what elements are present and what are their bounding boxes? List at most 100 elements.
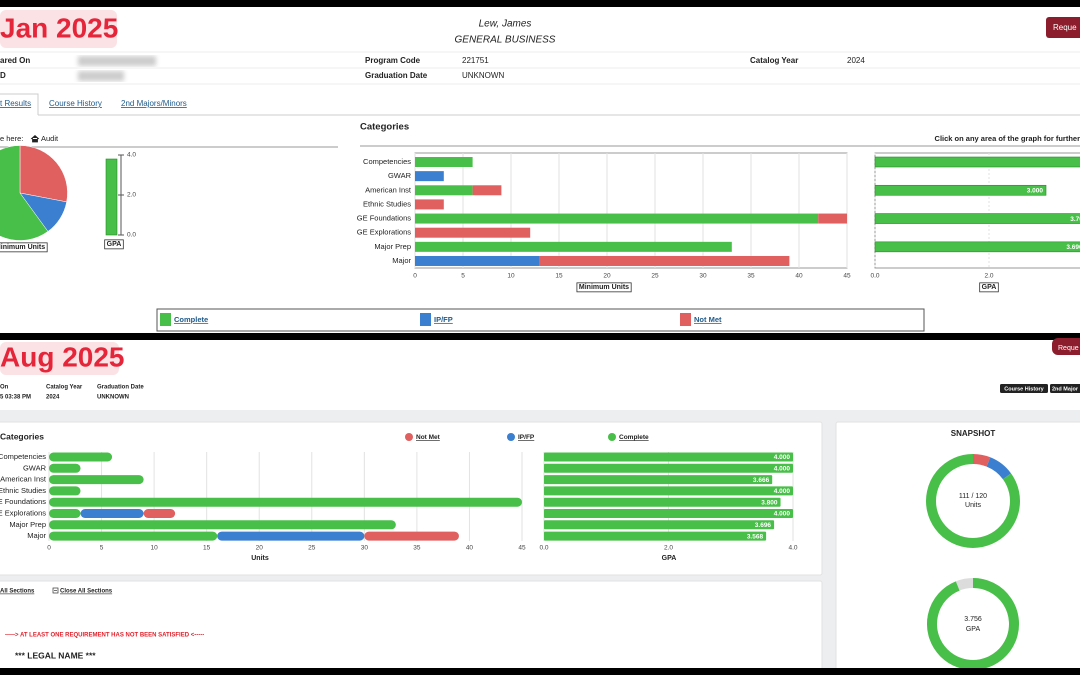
gpa-bar — [874, 241, 1080, 253]
donut-segment — [972, 454, 991, 467]
info-label: Graduation Date — [97, 385, 144, 391]
x-tick-label: 35 — [747, 273, 755, 280]
x-tick-label: 0.0 — [539, 545, 548, 552]
gauge-tick-label: 4.0 — [127, 152, 136, 159]
info-label: D — [0, 71, 6, 80]
gauge-label: GPA — [107, 241, 122, 248]
bar-segment[interactable] — [49, 452, 113, 462]
bar-segment[interactable] — [49, 509, 81, 518]
donut-segment — [927, 578, 1019, 670]
button[interactable] — [1050, 384, 1080, 393]
bar-segment[interactable] — [49, 475, 144, 485]
button-label[interactable]: 2nd Major — [1052, 386, 1079, 392]
gpa-bar — [544, 531, 767, 541]
badge-bg — [0, 10, 117, 48]
legend-label: IP/FP — [434, 315, 453, 324]
label-box — [576, 282, 632, 293]
label-box — [979, 282, 999, 293]
category-label: Major Prep — [9, 520, 46, 529]
gpa-bar — [544, 509, 793, 518]
bar-segment[interactable] — [364, 531, 459, 541]
info-value: 221751 — [462, 56, 489, 65]
gauge-tick-label: 0.0 — [127, 232, 136, 239]
x-tick-label: 15 — [203, 545, 211, 552]
open-sections[interactable]: All Sections — [0, 589, 35, 595]
x-tick-label: 25 — [651, 273, 659, 280]
close-sections[interactable]: Close All Sections — [60, 589, 113, 595]
legend-label: Complete — [174, 315, 208, 324]
frame-top — [0, 0, 1080, 7]
label-box — [104, 239, 124, 250]
bar-segment[interactable] — [415, 157, 473, 167]
bar-segment[interactable] — [415, 227, 531, 238]
bar-segment[interactable] — [49, 531, 218, 541]
hint: Click on any area of the graph for furth… — [935, 134, 1080, 143]
button-label[interactable]: Course History — [1004, 386, 1044, 392]
info-value: UNKNOWN — [462, 71, 504, 80]
tab[interactable]: Course History — [49, 99, 102, 108]
bar-segment[interactable] — [49, 497, 522, 507]
tab[interactable]: 2nd Majors/Minors — [121, 99, 187, 108]
legend-label: Not Met — [416, 434, 441, 441]
pie-slice — [19, 145, 68, 203]
category-label: Major — [27, 531, 46, 540]
request-button-label[interactable]: Reque — [1058, 345, 1079, 352]
request-button[interactable] — [1052, 338, 1080, 355]
bar-segment[interactable] — [49, 486, 81, 496]
bar-segment[interactable] — [143, 509, 176, 518]
bar-segment[interactable] — [217, 531, 365, 541]
x-tick-label: 45 — [843, 273, 851, 280]
x-tick-label: 35 — [413, 545, 421, 552]
x-tick-label: 0.0 — [870, 273, 879, 280]
bar-segment[interactable] — [49, 520, 396, 530]
donut-segment — [926, 454, 1020, 548]
bar-segment[interactable] — [49, 463, 81, 473]
bar-segment[interactable] — [539, 255, 790, 266]
x-axis-label: GPA — [982, 284, 997, 291]
x-tick-label: 10 — [507, 273, 515, 280]
x-tick-label: 40 — [466, 545, 474, 552]
bar-segment[interactable] — [415, 255, 540, 266]
gauge-bar — [105, 158, 118, 236]
program: GENERAL BUSINESS — [455, 35, 556, 46]
bar-segment[interactable] — [415, 213, 819, 224]
gpa-bar — [874, 184, 1047, 196]
gpa-value-label: 3.696 — [1066, 244, 1080, 251]
request-button[interactable] — [1046, 17, 1080, 38]
badge: Aug 2025 — [0, 341, 125, 372]
category-label: American Inst — [0, 475, 47, 484]
pie-slice — [0, 145, 49, 241]
student-name: Lew, James — [479, 19, 532, 30]
badge: Jan 2025 — [0, 12, 118, 43]
gpa-value-label: 3.568 — [747, 533, 764, 540]
legend-swatch[interactable] — [420, 313, 431, 326]
bar-segment[interactable] — [80, 509, 144, 518]
breadcrumb-page[interactable]: Audit — [41, 134, 59, 143]
legend-dot — [405, 433, 413, 441]
x-tick-label: 20 — [256, 545, 264, 552]
card — [0, 580, 823, 675]
tab[interactable]: t Results — [0, 99, 31, 108]
button[interactable] — [1000, 384, 1048, 393]
x-tick-label: 4.0 — [788, 545, 797, 552]
info-value: 5 03:38 PM — [0, 395, 31, 401]
legend-label: IP/FP — [518, 434, 535, 441]
x-tick-label: 5 — [100, 545, 104, 552]
x-tick-label: 2.0 — [984, 273, 993, 280]
bar-segment[interactable] — [415, 241, 732, 252]
legend-dot — [608, 433, 616, 441]
bar-segment[interactable] — [472, 185, 502, 196]
legend-swatch[interactable] — [680, 313, 691, 326]
redacted — [78, 71, 124, 81]
category-label: Ethnic Studies — [0, 486, 46, 495]
x-tick-label: 5 — [461, 273, 465, 280]
bar-segment[interactable] — [415, 171, 444, 182]
bar-segment[interactable] — [415, 185, 473, 196]
bar-segment[interactable] — [415, 199, 444, 210]
category-label: Competencies — [363, 157, 411, 166]
donut-segment — [986, 457, 1012, 480]
request-button-label[interactable]: Reque — [1053, 23, 1077, 32]
bar-segment[interactable] — [818, 213, 847, 224]
gauge-tick-label: 2.0 — [127, 192, 136, 199]
legend-swatch[interactable] — [160, 313, 171, 326]
